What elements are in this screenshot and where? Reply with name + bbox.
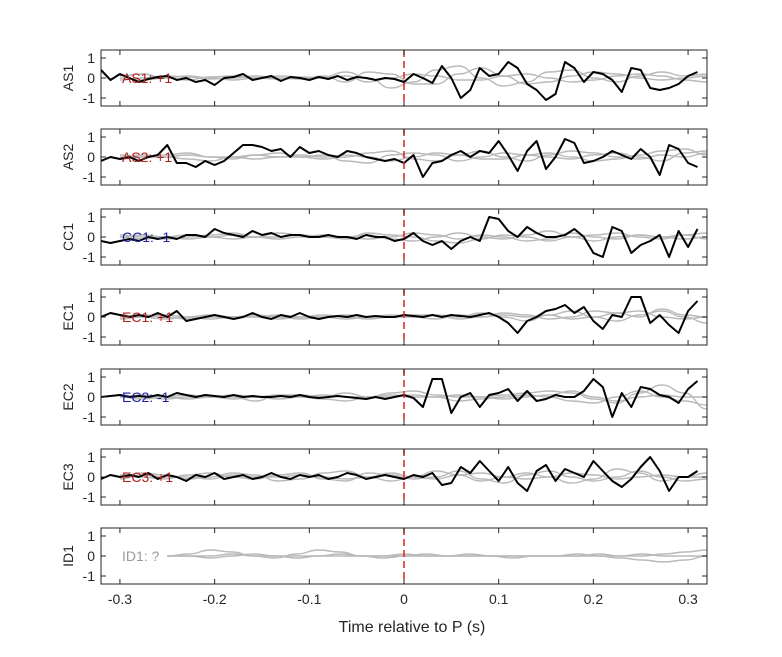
- station-label: CC1: [60, 223, 76, 251]
- x-tick-label: 0: [400, 591, 408, 607]
- y-tick-label: 0: [87, 309, 95, 325]
- polarity-annotation: CC1: -1: [122, 229, 170, 245]
- polarity-annotation: EC1: +1: [122, 309, 173, 325]
- y-tick-label: 1: [87, 449, 95, 465]
- y-tick-label: -1: [83, 409, 96, 425]
- panel-ec3: -1 0 1 EC3 EC3: +1: [60, 448, 708, 506]
- x-tick-label: -0.3: [108, 591, 132, 607]
- polarity-annotation: EC2: -1: [122, 389, 170, 405]
- plot-area: [101, 456, 707, 492]
- y-tick-label: 1: [87, 289, 95, 305]
- y-tick-label: 1: [87, 369, 95, 385]
- background-trace: [167, 553, 707, 563]
- y-tick-label: -1: [83, 489, 96, 505]
- background-trace: [167, 553, 707, 559]
- y-tick-label: 1: [87, 129, 95, 145]
- x-tick-label: 0.3: [678, 591, 698, 607]
- plot-area: [101, 378, 707, 418]
- waveform-trace: [101, 138, 698, 178]
- station-label: AS1: [60, 65, 76, 92]
- background-trace: [119, 232, 707, 244]
- y-tick-label: 0: [87, 229, 95, 245]
- plot-area: [101, 61, 707, 101]
- y-tick-label: -1: [83, 169, 96, 185]
- panel-ec1: -1 0 1 EC1 EC1: +1: [60, 288, 708, 346]
- x-tick-label: 0.1: [489, 591, 509, 607]
- y-tick-label: 0: [87, 389, 95, 405]
- y-tick-label: 0: [87, 70, 95, 86]
- panel-id1: -1 0 1 ID1 ID1: ?: [60, 527, 708, 585]
- y-tick-label: -1: [83, 90, 96, 106]
- station-label: EC3: [60, 463, 76, 490]
- station-label: EC2: [60, 383, 76, 410]
- station-label: AS2: [60, 144, 76, 171]
- plot-area: [101, 296, 707, 334]
- waveform-trace: [101, 296, 699, 334]
- waveform-trace: [101, 61, 698, 101]
- panel-as1: -1 0 1 AS1 AS1: +1: [60, 49, 708, 107]
- background-trace: [119, 150, 707, 162]
- background-trace: [119, 65, 707, 89]
- y-tick-label: 0: [87, 149, 95, 165]
- plot-area: [101, 138, 707, 178]
- polarity-annotation: EC3: +1: [122, 469, 173, 485]
- y-tick-label: 1: [87, 528, 95, 544]
- plot-area: [101, 216, 707, 258]
- polarity-annotation: AS2: +1: [122, 149, 172, 165]
- waveform-trace: [101, 456, 699, 492]
- x-tick-label: 0.2: [584, 591, 604, 607]
- polarity-annotation: ID1: ?: [122, 548, 160, 564]
- y-tick-label: 0: [87, 548, 95, 564]
- waveform-trace: [101, 216, 699, 258]
- y-tick-label: 1: [87, 50, 95, 66]
- x-axis-label: Time relative to P (s): [339, 619, 486, 636]
- y-tick-label: -1: [83, 329, 96, 345]
- y-tick-label: -1: [83, 249, 96, 265]
- panel-cc1: -1 0 1 CC1 CC1: -1: [60, 208, 708, 266]
- station-label: EC1: [60, 303, 76, 330]
- x-tick-label: -0.1: [297, 591, 321, 607]
- x-tick-label: -0.2: [203, 591, 227, 607]
- polarity-annotation: AS1: +1: [122, 70, 172, 86]
- waveform-trace: [101, 378, 699, 418]
- station-label: ID1: [60, 545, 76, 567]
- y-tick-label: 0: [87, 469, 95, 485]
- y-tick-label: 1: [87, 209, 95, 225]
- y-tick-label: -1: [83, 568, 96, 584]
- panel-ec2: -1 0 1 EC2 EC2: -1: [60, 368, 708, 426]
- plot-area: [167, 549, 707, 563]
- panel-as2: -1 0 1 AS2 AS2: +1: [60, 128, 708, 186]
